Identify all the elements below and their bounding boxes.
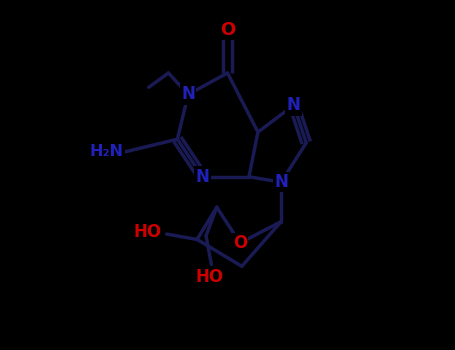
- Text: HO: HO: [133, 223, 161, 241]
- Text: N: N: [181, 85, 195, 104]
- Text: O: O: [220, 21, 235, 39]
- Text: N: N: [196, 168, 209, 186]
- Text: N: N: [287, 96, 301, 114]
- Text: H₂N: H₂N: [90, 144, 124, 159]
- Text: O: O: [233, 234, 247, 252]
- Text: N: N: [274, 173, 288, 191]
- Text: HO: HO: [196, 268, 224, 286]
